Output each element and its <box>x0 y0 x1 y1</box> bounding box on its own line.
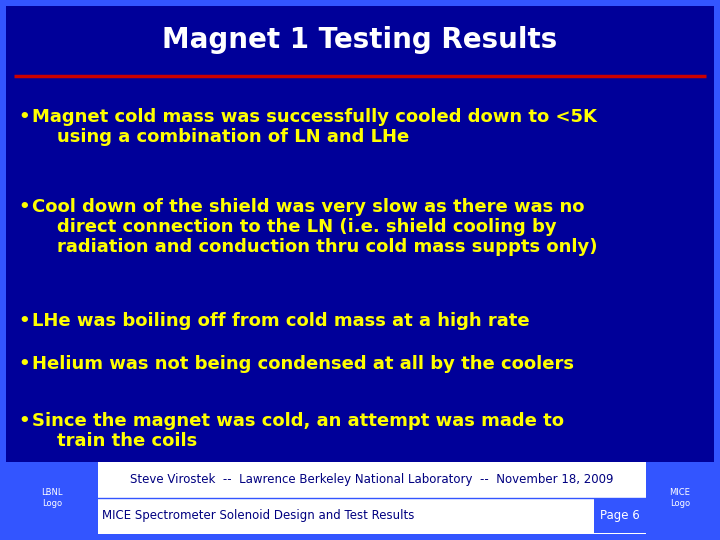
Text: Magnet cold mass was successfully cooled down to <5K: Magnet cold mass was successfully cooled… <box>32 108 597 126</box>
Text: radiation and conduction thru cold mass suppts only): radiation and conduction thru cold mass … <box>32 238 598 256</box>
Text: Since the magnet was cold, an attempt was made to: Since the magnet was cold, an attempt wa… <box>32 412 564 430</box>
Bar <box>6 462 98 534</box>
Text: Helium was not being condensed at all by the coolers: Helium was not being condensed at all by… <box>32 355 574 373</box>
Text: train the coils: train the coils <box>32 432 197 450</box>
Text: •: • <box>18 198 30 216</box>
Bar <box>646 462 714 534</box>
Text: Cool down of the shield was very slow as there was no: Cool down of the shield was very slow as… <box>32 198 585 216</box>
Text: LBNL
Logo: LBNL Logo <box>41 488 63 508</box>
Text: •: • <box>18 312 30 330</box>
Text: LHe was boiling off from cold mass at a high rate: LHe was boiling off from cold mass at a … <box>32 312 530 330</box>
Text: Steve Virostek  --  Lawrence Berkeley National Laboratory  --  November 18, 2009: Steve Virostek -- Lawrence Berkeley Nati… <box>130 474 613 487</box>
Text: •: • <box>18 412 30 430</box>
Text: •: • <box>18 108 30 126</box>
Text: Page 6: Page 6 <box>600 510 640 523</box>
Text: •: • <box>18 355 30 373</box>
Text: direct connection to the LN (i.e. shield cooling by: direct connection to the LN (i.e. shield… <box>32 218 557 236</box>
Bar <box>6 462 714 534</box>
Text: MICE Spectrometer Solenoid Design and Test Results: MICE Spectrometer Solenoid Design and Te… <box>102 510 415 523</box>
Bar <box>594 499 646 533</box>
Text: MICE
Logo: MICE Logo <box>670 488 690 508</box>
Text: Magnet 1 Testing Results: Magnet 1 Testing Results <box>163 26 557 54</box>
Text: using a combination of LN and LHe: using a combination of LN and LHe <box>32 128 409 146</box>
